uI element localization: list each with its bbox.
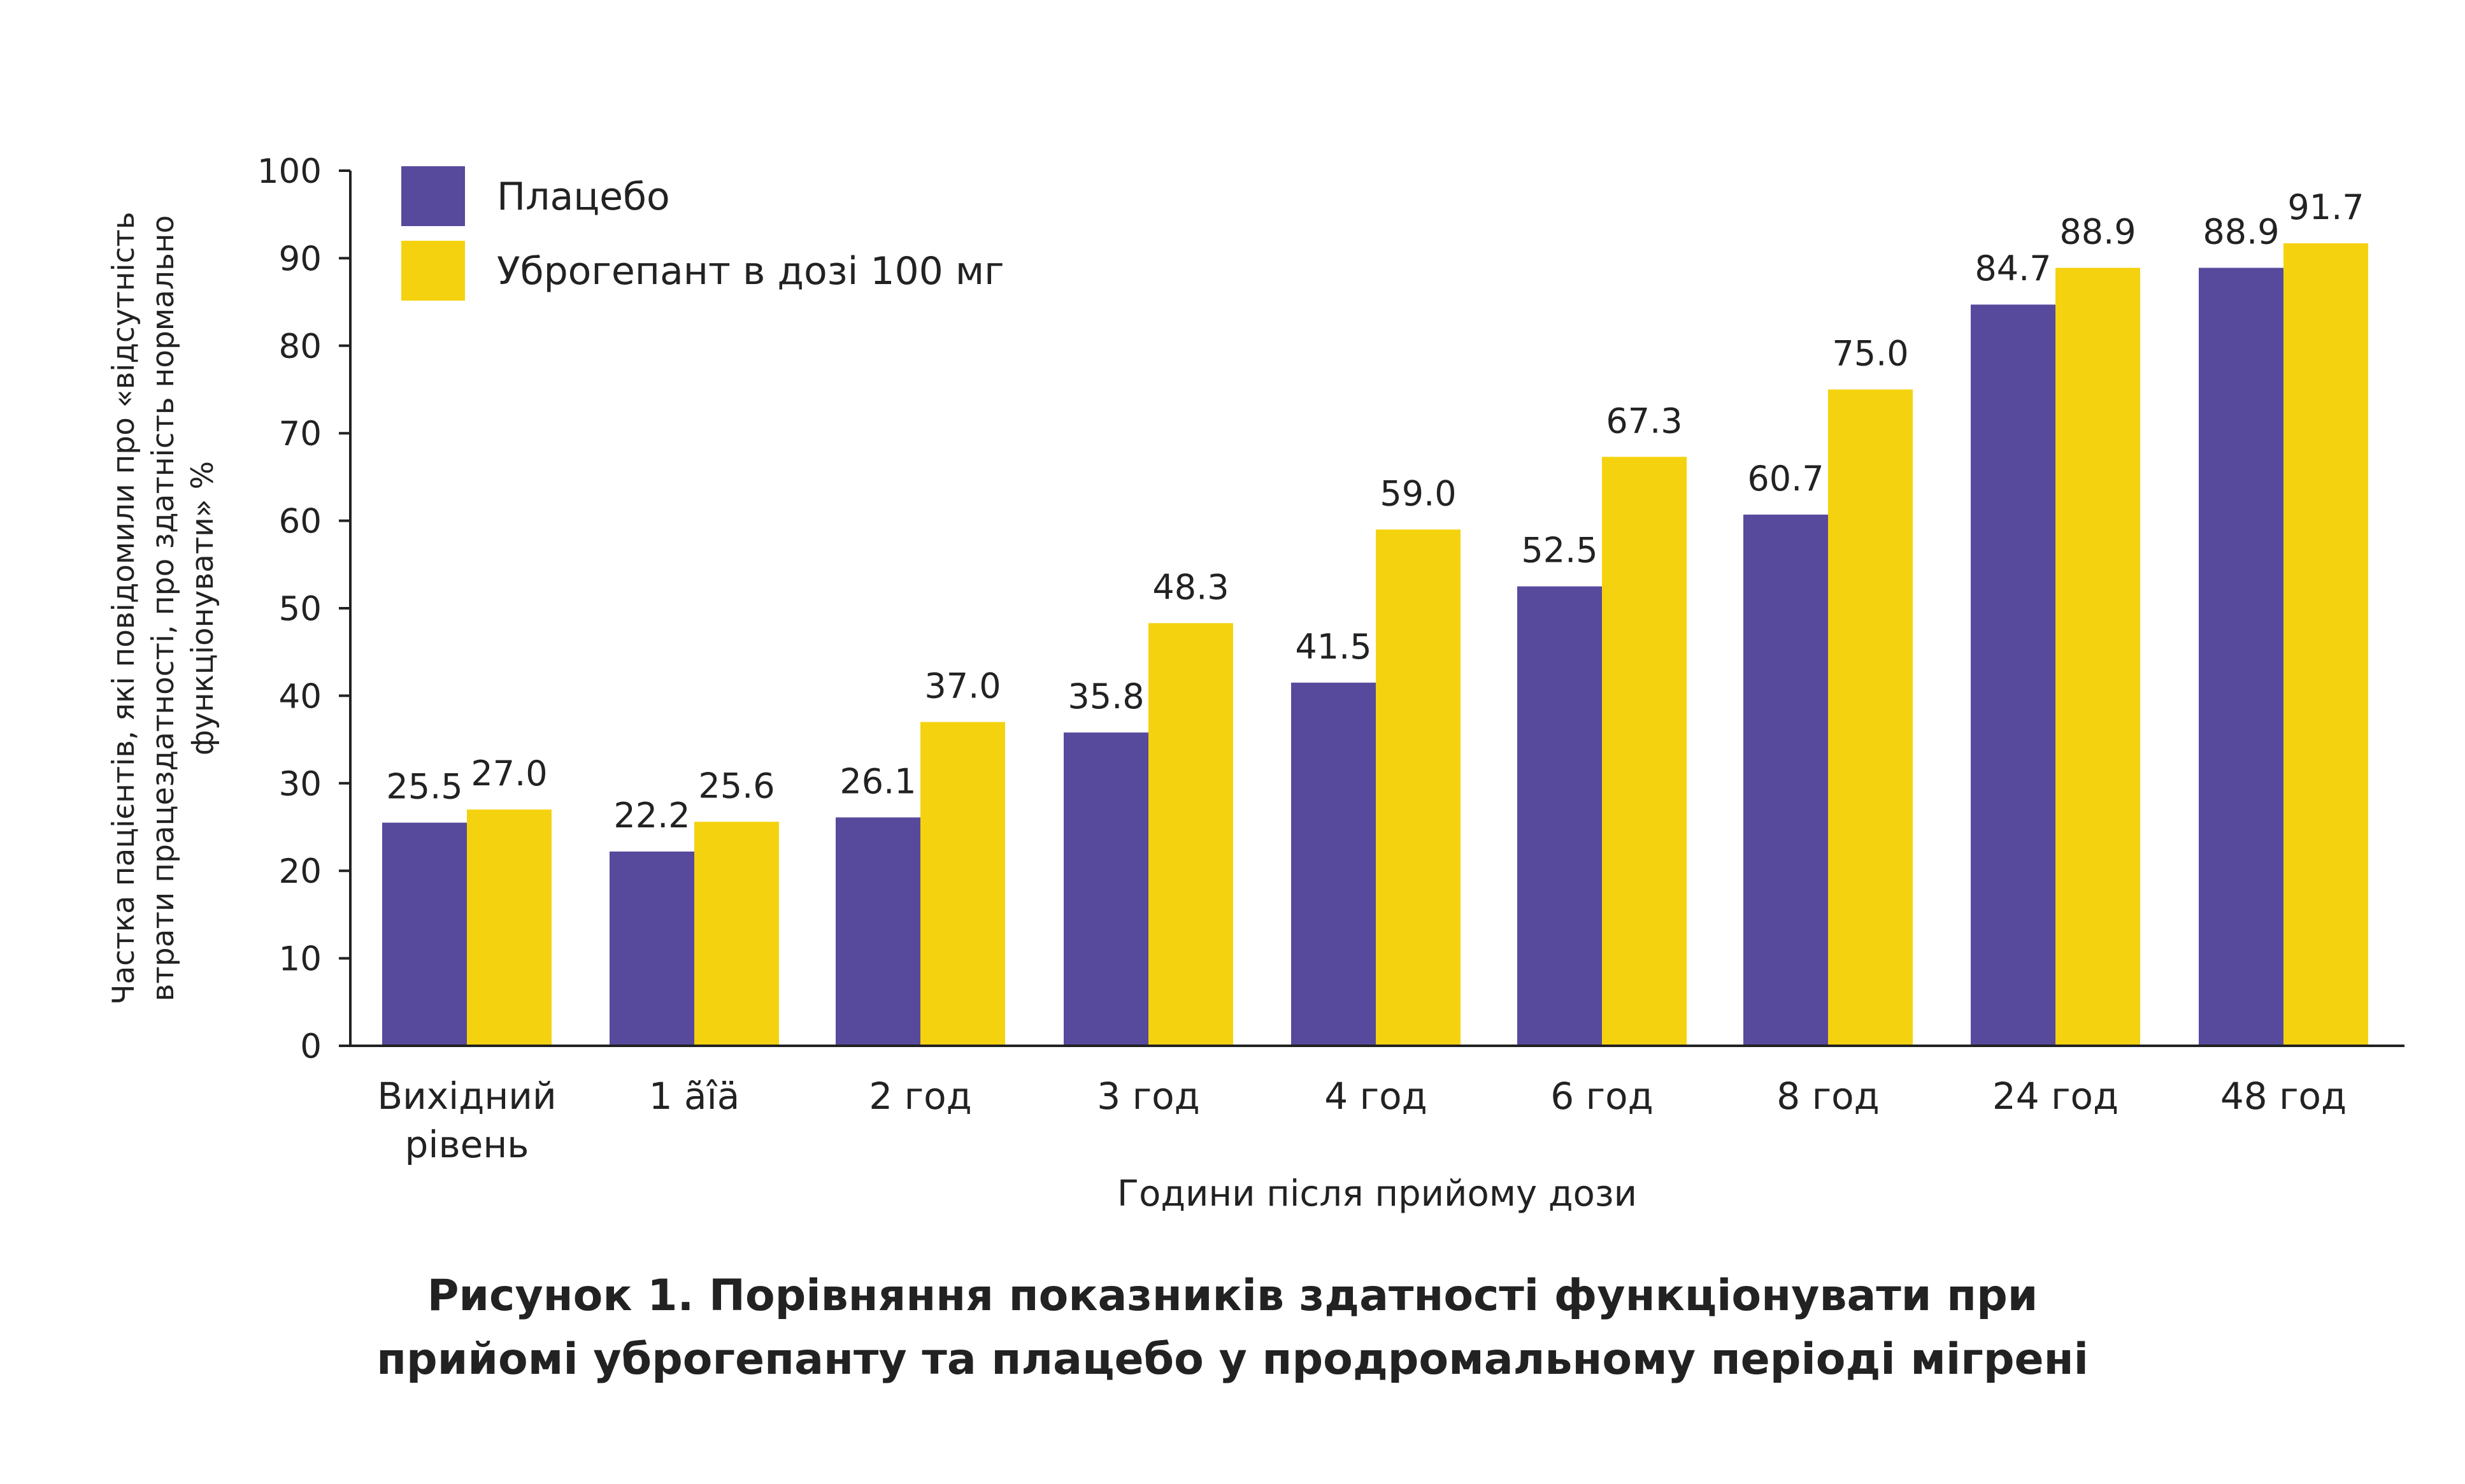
bar-ubrogepant — [2283, 243, 2368, 1046]
bar-ubrogepant — [1602, 457, 1687, 1046]
bar-placebo — [1064, 732, 1148, 1046]
y-tick-label: 80 — [279, 327, 322, 366]
legend-swatch — [401, 241, 465, 301]
y-tick-label: 50 — [279, 590, 322, 629]
y-axis-title-line: втрати працездатності, про здатність нор… — [146, 215, 181, 1002]
bar-placebo — [836, 817, 920, 1046]
bar-placebo — [1291, 682, 1376, 1046]
data-label-placebo: 41.5 — [1295, 627, 1371, 667]
data-label-ubrogepant: 59.0 — [1380, 473, 1456, 513]
x-axis-title: Години після прийому дози — [1117, 1173, 1637, 1215]
bar-placebo — [2199, 268, 2283, 1046]
data-label-placebo: 22.2 — [613, 796, 690, 836]
y-axis-title-line: Частка пацієнтів, які повідомили про «ві… — [106, 211, 141, 1004]
data-label-ubrogepant: 48.3 — [1152, 567, 1229, 607]
bar-ubrogepant — [1376, 529, 1461, 1046]
data-label-ubrogepant: 37.0 — [924, 666, 1001, 706]
x-tick-label: 24 год — [1992, 1074, 2118, 1118]
y-tick-label: 70 — [279, 415, 322, 453]
caption-line-1: Рисунок 1. Порівняння показників здатнос… — [427, 1271, 2038, 1321]
y-tick-label: 20 — [279, 852, 322, 891]
data-label-ubrogepant: 67.3 — [1606, 401, 1682, 441]
legend-label: Плацебо — [497, 175, 670, 219]
y-tick-label: 0 — [300, 1027, 322, 1066]
data-label-ubrogepant: 75.0 — [1832, 334, 1908, 374]
y-tick-label: 40 — [279, 677, 322, 716]
bar-ubrogepant — [694, 822, 779, 1046]
bar-placebo — [382, 822, 467, 1046]
data-label-placebo: 84.7 — [1975, 248, 2051, 289]
bars — [382, 243, 2368, 1046]
y-axis-title-line: функціонувати» % — [185, 461, 220, 755]
x-tick-label: рівень — [405, 1123, 529, 1166]
bar-ubrogepant — [467, 810, 552, 1046]
bar-ubrogepant — [2055, 268, 2140, 1046]
legend-label: Уброгепант в дозі 100 мг — [497, 249, 1004, 294]
x-tick-label: 8 год — [1776, 1074, 1879, 1118]
y-tick-label: 90 — [279, 239, 322, 278]
y-tick-label: 30 — [279, 765, 322, 804]
y-axis-title: Частка пацієнтів, які повідомили про «ві… — [106, 211, 220, 1004]
data-label-ubrogepant: 27.0 — [471, 753, 547, 794]
bar-ubrogepant — [1148, 623, 1233, 1046]
bar-placebo — [1971, 304, 2055, 1046]
data-label-ubrogepant: 91.7 — [2287, 187, 2364, 227]
x-tick-label: 4 год — [1324, 1074, 1427, 1118]
x-tick-label: 2 год — [869, 1074, 971, 1118]
data-label-placebo: 60.7 — [1747, 459, 1824, 499]
data-label-placebo: 35.8 — [1068, 676, 1144, 717]
bar-ubrogepant — [1828, 389, 1913, 1046]
caption-line-2: прийомі уброгепанту та плацебо у продром… — [376, 1334, 2089, 1385]
x-tick-label: 1 ãîä — [649, 1074, 740, 1118]
legend: Плацебо Уброгепант в дозі 100 мг — [401, 166, 1004, 301]
y-tick-label: 100 — [257, 152, 322, 191]
legend-swatch — [401, 166, 465, 226]
bar-ubrogepant — [920, 722, 1005, 1046]
x-tick-label: 3 год — [1097, 1074, 1199, 1118]
figure-caption: Рисунок 1. Порівняння показників здатнос… — [0, 1264, 2465, 1392]
data-label-placebo: 88.9 — [2203, 212, 2279, 252]
x-tick-label: 6 год — [1550, 1074, 1653, 1118]
y-tick-label: 10 — [279, 940, 322, 979]
data-label-placebo: 26.1 — [840, 761, 916, 801]
data-label-ubrogepant: 25.6 — [698, 766, 775, 806]
y-axis: 0 10 20 30 40 50 60 70 80 90 100 — [257, 152, 352, 1066]
bar-placebo — [1517, 586, 1602, 1046]
data-labels: 25.522.226.135.841.552.560.784.788.927.0… — [386, 187, 2364, 836]
y-tick-label: 60 — [279, 503, 322, 541]
data-label-ubrogepant: 88.9 — [2059, 212, 2136, 252]
x-axis: Вихідний рівень 1 ãîä 2 год 3 год 4 год 6 год 8… — [350, 1045, 2404, 1166]
x-tick-label: Вихідний — [377, 1074, 556, 1118]
data-label-placebo: 25.5 — [386, 767, 462, 807]
x-tick-label: 48 год — [2220, 1074, 2347, 1118]
bar-placebo — [1743, 514, 1828, 1046]
data-label-placebo: 52.5 — [1521, 531, 1597, 571]
bar-placebo — [610, 851, 694, 1046]
